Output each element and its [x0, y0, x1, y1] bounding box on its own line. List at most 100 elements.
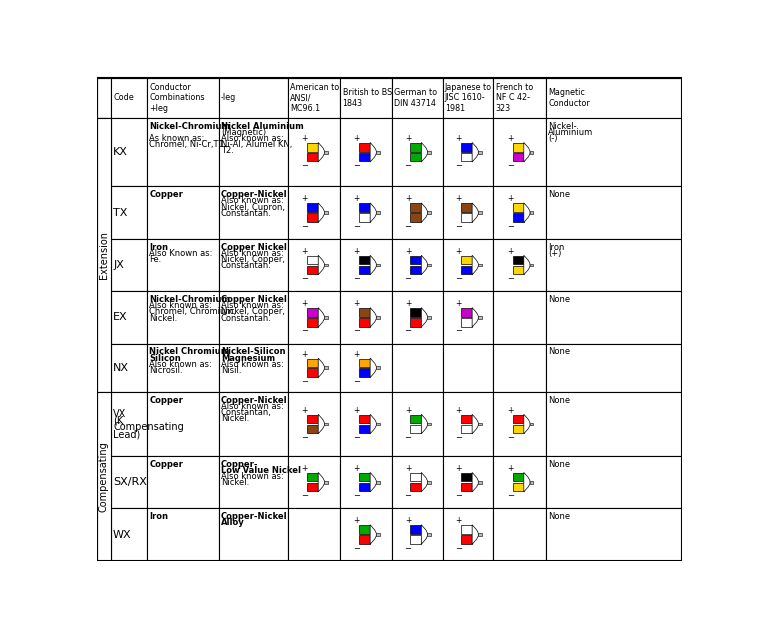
Polygon shape [421, 415, 427, 434]
Polygon shape [318, 307, 325, 327]
Text: −: − [455, 274, 462, 284]
Bar [442, 456, 493, 508]
Bar [410, 153, 421, 161]
Text: −: − [404, 544, 411, 553]
Bar [111, 343, 147, 392]
Text: +: + [507, 134, 514, 143]
Bar [111, 392, 147, 456]
Text: −: − [353, 222, 360, 231]
Text: Iron: Iron [149, 243, 168, 252]
Text: Magnetic
Conductor: Magnetic Conductor [548, 88, 590, 108]
Bar [325, 211, 328, 214]
Text: Iron: Iron [548, 243, 565, 252]
Text: Aluminium: Aluminium [548, 128, 594, 137]
Bar [513, 483, 524, 491]
Bar [340, 291, 392, 343]
Polygon shape [472, 307, 478, 327]
Bar [478, 211, 482, 214]
Text: Nickel, Copper,: Nickel, Copper, [221, 255, 285, 264]
Bar [307, 369, 318, 377]
Text: −: − [301, 161, 309, 170]
Text: −: − [404, 491, 411, 500]
Bar [493, 343, 546, 392]
Bar [376, 263, 380, 266]
Text: −: − [507, 274, 514, 284]
Bar [392, 78, 442, 118]
Text: −: − [455, 161, 462, 170]
Text: Compensating: Compensating [99, 441, 109, 512]
Bar [442, 118, 493, 186]
Text: −: − [353, 544, 360, 553]
Text: −: − [301, 491, 309, 500]
Polygon shape [370, 255, 376, 275]
Polygon shape [370, 472, 376, 492]
Text: Chromel, Chromium,: Chromel, Chromium, [149, 307, 236, 316]
Bar [219, 392, 288, 456]
Text: −: − [404, 222, 411, 231]
Bar [513, 143, 524, 152]
Polygon shape [421, 525, 427, 544]
Bar [376, 151, 380, 154]
Text: Silicon: Silicon [149, 353, 181, 363]
Bar [546, 392, 682, 456]
Bar [307, 483, 318, 491]
Bar [147, 456, 219, 508]
Text: (Magnetic): (Magnetic) [221, 128, 266, 137]
Polygon shape [524, 255, 530, 275]
Bar [288, 508, 340, 561]
Polygon shape [318, 255, 325, 275]
Bar [359, 266, 370, 274]
Text: −: − [404, 274, 411, 284]
Text: Also known as:: Also known as: [221, 472, 283, 481]
Polygon shape [370, 307, 376, 327]
Polygon shape [370, 203, 376, 222]
Text: +: + [302, 350, 308, 358]
Bar [359, 256, 370, 265]
Bar [392, 186, 442, 239]
Polygon shape [421, 255, 427, 275]
Bar [359, 153, 370, 161]
Bar [359, 369, 370, 377]
Bar [461, 415, 472, 423]
Bar [410, 415, 421, 423]
Text: Also known as:: Also known as: [149, 301, 212, 310]
Bar [442, 392, 493, 456]
Bar [392, 291, 442, 343]
Polygon shape [524, 472, 530, 492]
Bar [376, 481, 380, 484]
Bar [442, 239, 493, 291]
Bar [461, 153, 472, 161]
Bar [493, 291, 546, 343]
Text: Copper-Nickel: Copper-Nickel [221, 512, 287, 521]
Bar [478, 533, 482, 536]
Bar [325, 423, 328, 425]
Text: −: − [404, 433, 411, 442]
Text: None: None [548, 512, 570, 521]
Polygon shape [370, 525, 376, 544]
Bar [340, 508, 392, 561]
Bar [147, 78, 219, 118]
Text: +: + [302, 299, 308, 308]
Bar [147, 392, 219, 456]
Text: +: + [405, 517, 411, 525]
Bar [97, 291, 111, 343]
Text: Iron: Iron [149, 512, 168, 521]
Bar [427, 423, 431, 425]
Bar [325, 316, 328, 319]
Text: Copper Nickel: Copper Nickel [221, 243, 287, 252]
Text: (+): (+) [548, 249, 562, 258]
Text: +: + [507, 464, 514, 473]
Bar [427, 211, 431, 214]
Polygon shape [370, 415, 376, 434]
Bar [340, 343, 392, 392]
Bar [546, 291, 682, 343]
Bar [340, 186, 392, 239]
Bar [392, 239, 442, 291]
Text: +: + [455, 406, 462, 415]
Polygon shape [318, 142, 325, 162]
Text: Nisil.: Nisil. [221, 366, 242, 375]
Bar [307, 318, 318, 326]
Bar [410, 425, 421, 433]
Bar [513, 153, 524, 161]
Bar [546, 456, 682, 508]
